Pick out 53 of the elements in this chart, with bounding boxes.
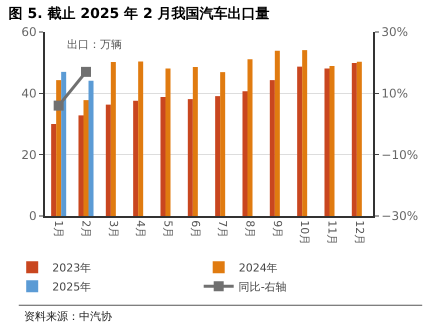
y2-tick-label: −10% [381,148,418,162]
bar [165,68,171,216]
text: 资料来源：中汽协 [24,310,112,323]
chart-title: 图 5. 截止 2025 年 2 月我国汽车出口量 [8,5,270,22]
bar [192,66,198,216]
legend-label: 同比-右轴 [238,280,287,294]
bar [133,100,138,216]
x-tick-label: 1月 [52,220,66,238]
bar [274,50,280,216]
x-tick-label: 3月 [106,220,120,238]
x-tick-label: 5月 [161,220,174,238]
bar [188,99,193,216]
bar [329,66,335,216]
bar [83,100,89,216]
x-tick-label: 4月 [134,220,148,238]
y-tick-label: 20 [21,148,37,162]
bar [88,80,94,216]
y-tick-label: 0 [28,209,37,224]
bar [56,80,62,216]
bar [61,72,66,216]
bar [160,97,166,216]
bar [51,124,56,216]
bar [356,62,362,216]
bar [247,59,253,216]
bar [110,62,116,216]
bar [215,96,220,216]
x-tick-label: 7月 [216,220,230,238]
y-tick-label: 60 [21,25,37,40]
bar [138,61,144,216]
bar [270,80,275,216]
x-tick-label: 11月 [325,220,338,246]
bar [220,72,226,216]
y2-tick-label: 10% [381,86,408,101]
bar [352,62,357,216]
legend-label: 2024年 [238,262,278,275]
bar [324,68,330,216]
x-tick-label: 2月 [79,220,92,238]
bar [302,50,308,216]
x-tick-label: 10月 [298,220,312,246]
y-tick-label: 40 [21,86,37,101]
bar [78,115,84,216]
bar [297,66,302,216]
annotation: 出口：万辆 [67,38,122,51]
x-tick-label: 8月 [243,220,256,238]
bar [242,91,248,216]
legend-label: 2025年 [52,280,92,294]
y2-tick-label: −30% [381,209,418,224]
x-tick-label: 6月 [188,220,202,238]
legend-label: 2023年 [52,262,92,275]
x-tick-label: 12月 [352,220,366,246]
x-tick-label: 9月 [270,220,284,238]
y2-tick-label: 30% [381,25,408,40]
bar [106,104,111,216]
